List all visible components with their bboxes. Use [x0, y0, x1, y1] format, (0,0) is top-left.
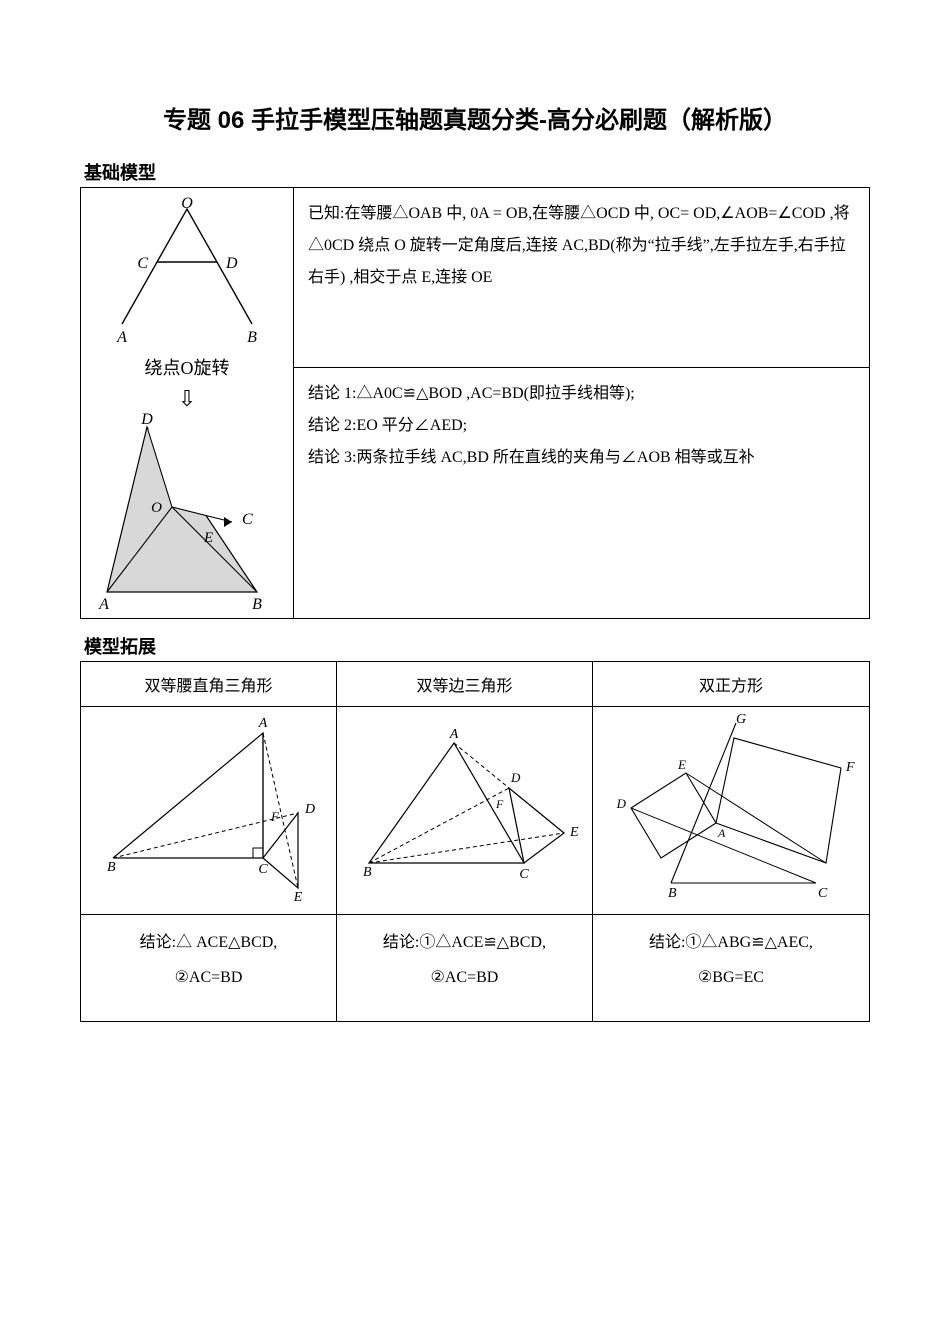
lbl-G: G [736, 713, 746, 727]
page: 专题 06 手拉手模型压轴题真题分类-高分必刷题（解析版） 基础模型 O C D… [0, 0, 950, 1344]
lbl-B2: B [363, 865, 372, 880]
ext-h2: 双正方形 [592, 662, 869, 707]
section-basic-label: 基础模型 [84, 159, 870, 185]
page-title: 专题 06 手拉手模型压轴题真题分类-高分必刷题（解析版） [80, 100, 870, 135]
lbl-B3: B [668, 886, 677, 901]
basic-diagram-cell: O C D A B 绕点O旋转 ⇩ [81, 188, 294, 619]
section-ext-label: 模型拓展 [84, 633, 870, 659]
lbl-B: B [107, 860, 116, 875]
lbl-C: C [259, 862, 269, 877]
basic-model-table: O C D A B 绕点O旋转 ⇩ [80, 187, 870, 619]
label-B2: B [252, 596, 262, 612]
label-A2: A [98, 596, 109, 612]
dia-isoceles-right: A B C D E F [93, 713, 323, 903]
lbl-E2: E [569, 825, 579, 840]
basic-diagram-after: D O C E A B [92, 412, 282, 612]
lbl-D3: D [616, 796, 627, 811]
ext-c0: 结论:△ ACE△BCD,②AC=BD [81, 915, 337, 1022]
ext-dia-1: A B C D E F [336, 707, 592, 915]
extension-table: 双等腰直角三角形 双等边三角形 双正方形 [80, 661, 870, 1022]
dia-squares: G F E D A B C [606, 713, 856, 903]
lbl-D: D [304, 802, 315, 817]
lbl-F2: F [495, 797, 504, 811]
lbl-A2: A [449, 728, 459, 742]
basic-conclusions-cell: 结论 1:△A0C≌△BOD ,AC=BD(即拉手线相等); 结论 2:EO 平… [294, 368, 870, 619]
basic-c1: 结论 1:△A0C≌△BOD ,AC=BD(即拉手线相等); [308, 378, 855, 410]
basic-given-text: 已知:在等腰△OAB 中, 0A = OB,在等腰△OCD 中, OC= OD,… [308, 205, 850, 286]
ext-diagram-row: A B C D E F A [81, 707, 870, 915]
lbl-F3: F [845, 760, 855, 775]
label-C2: C [242, 511, 253, 528]
ext-header-row: 双等腰直角三角形 双等边三角形 双正方形 [81, 662, 870, 707]
ext-c2: 结论:①△ABG≌△AEC,②BG=EC [592, 915, 869, 1022]
lbl-F: F [270, 809, 280, 824]
lbl-E: E [293, 890, 303, 903]
rotate-caption: 绕点O旋转 [87, 350, 287, 386]
label-E: E [203, 530, 213, 546]
ext-h1: 双等边三角形 [336, 662, 592, 707]
lbl-A: A [258, 716, 268, 731]
basic-given-cell: 已知:在等腰△OAB 中, 0A = OB,在等腰△OCD 中, OC= OD,… [294, 188, 870, 368]
lbl-C2: C [520, 867, 530, 882]
ext-dia-2: G F E D A B C [592, 707, 869, 915]
lbl-D2: D [510, 770, 521, 785]
lbl-C3: C [818, 886, 828, 901]
label-D: D [225, 255, 238, 272]
arrow-down-icon: ⇩ [87, 388, 287, 410]
ext-h0: 双等腰直角三角形 [81, 662, 337, 707]
label-B: B [247, 329, 257, 346]
lbl-E3: E [677, 757, 686, 772]
ext-c1: 结论:①△ACE≌△BCD,②AC=BD [336, 915, 592, 1022]
dia-equilateral: A B C D E F [349, 728, 579, 888]
basic-diagram-before: O C D A B [102, 194, 272, 354]
label-O2: O [151, 500, 162, 516]
label-D2: D [140, 412, 153, 428]
label-C: C [137, 255, 148, 272]
label-O: O [181, 195, 193, 212]
label-A: A [116, 329, 127, 346]
ext-conclusion-row: 结论:△ ACE△BCD,②AC=BD 结论:①△ACE≌△BCD,②AC=BD… [81, 915, 870, 1022]
lbl-A3: A [717, 826, 726, 840]
ext-dia-0: A B C D E F [81, 707, 337, 915]
basic-c3: 结论 3:两条拉手线 AC,BD 所在直线的夹角与∠AOB 相等或互补 [308, 442, 855, 474]
basic-c2: 结论 2:EO 平分∠AED; [308, 410, 855, 442]
